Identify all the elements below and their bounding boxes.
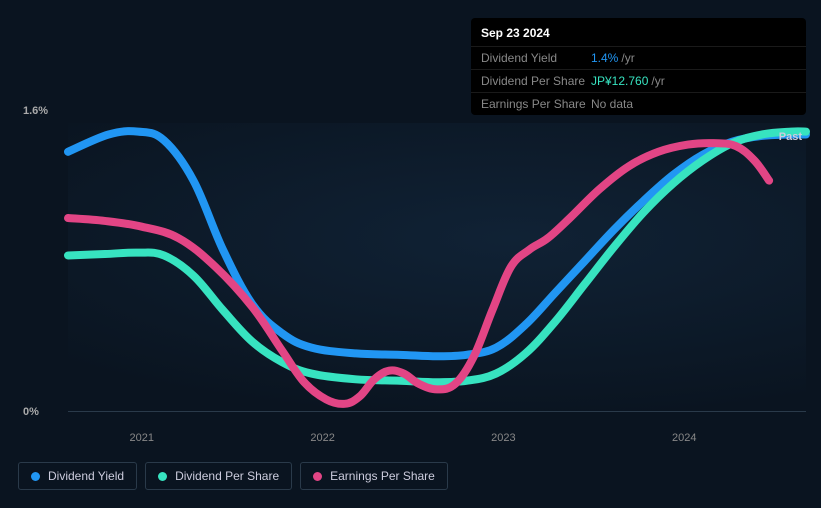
- chart-svg: [68, 123, 806, 411]
- tooltip-row-label: Dividend Yield: [481, 51, 591, 65]
- legend-dot-icon: [158, 472, 167, 481]
- legend-label: Dividend Yield: [48, 469, 124, 483]
- chart-plot[interactable]: Past: [68, 123, 806, 412]
- legend-item[interactable]: Dividend Per Share: [145, 462, 292, 490]
- tooltip-row: Earnings Per ShareNo data: [471, 92, 806, 115]
- x-axis-label: 2024: [672, 432, 696, 444]
- chart-area: 1.6% 0% Past: [18, 105, 806, 430]
- legend-label: Earnings Per Share: [330, 469, 435, 483]
- x-axis-label: 2023: [491, 432, 515, 444]
- legend-item[interactable]: Earnings Per Share: [300, 462, 448, 490]
- tooltip-row-label: Dividend Per Share: [481, 74, 591, 88]
- legend-dot-icon: [31, 472, 40, 481]
- tooltip-row-label: Earnings Per Share: [481, 97, 591, 111]
- legend-item[interactable]: Dividend Yield: [18, 462, 137, 490]
- legend-dot-icon: [313, 472, 322, 481]
- legend-label: Dividend Per Share: [175, 469, 279, 483]
- y-axis-max: 1.6%: [23, 105, 48, 117]
- past-label: Past: [779, 131, 802, 143]
- tooltip-row-value: 1.4%/yr: [591, 51, 796, 65]
- tooltip-row-value: JP¥12.760/yr: [591, 74, 796, 88]
- x-axis-labels: 2021 2022 2023 2024: [18, 432, 806, 452]
- x-axis-label: 2021: [130, 432, 154, 444]
- chart-tooltip: Sep 23 2024 Dividend Yield1.4%/yrDividen…: [471, 18, 806, 115]
- chart-legend: Dividend Yield Dividend Per Share Earnings…: [18, 462, 448, 490]
- tooltip-row: Dividend Yield1.4%/yr: [471, 46, 806, 69]
- series-line: [68, 131, 806, 382]
- y-axis-min: 0%: [23, 406, 39, 418]
- tooltip-row-value: No data: [591, 97, 796, 111]
- x-axis-label: 2022: [310, 432, 334, 444]
- tooltip-date: Sep 23 2024: [471, 18, 806, 46]
- tooltip-row: Dividend Per ShareJP¥12.760/yr: [471, 69, 806, 92]
